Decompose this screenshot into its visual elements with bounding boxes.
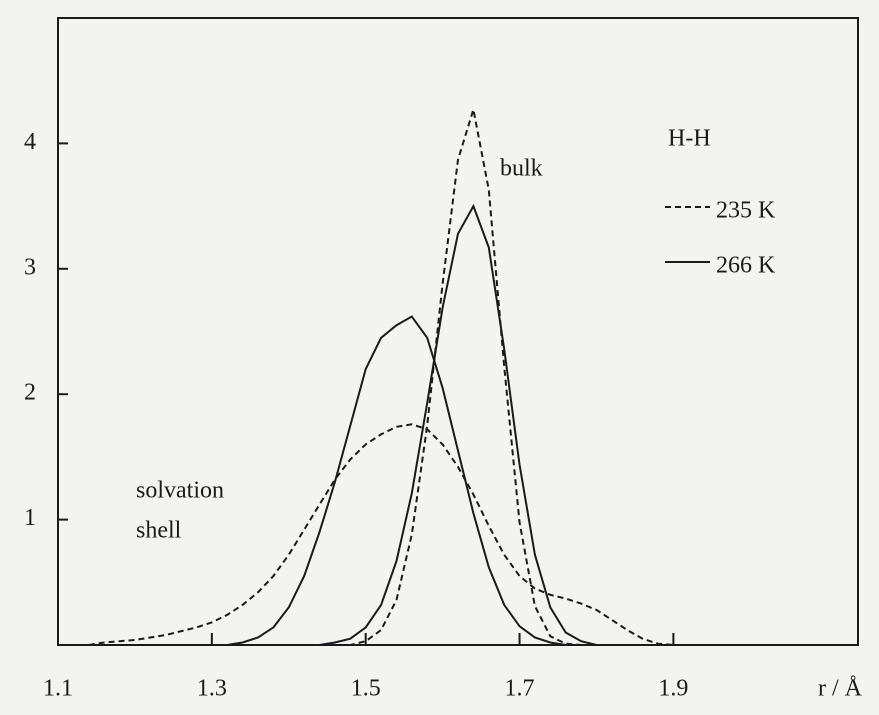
chart-title: H-H <box>668 126 711 152</box>
curve <box>88 423 674 646</box>
x-tick-label: 1.5 <box>351 676 381 702</box>
y-tick-label: 2 <box>24 380 36 406</box>
annotation: solvation <box>136 478 224 504</box>
x-axis-label: r / Å <box>818 676 863 702</box>
y-tick-label: 3 <box>24 254 36 280</box>
y-tick-label: 1 <box>24 505 36 531</box>
annotation: shell <box>136 518 182 544</box>
x-tick-label: 1.9 <box>658 676 688 702</box>
curve <box>88 109 674 646</box>
curve <box>88 315 674 646</box>
x-tick-label: 1.3 <box>197 676 227 702</box>
plot-frame <box>57 17 859 646</box>
legend-label: 235 K <box>716 198 776 224</box>
y-tick-label: 4 <box>24 129 36 155</box>
annotation: bulk <box>500 156 543 182</box>
curve <box>88 203 674 646</box>
legend-label: 266 K <box>716 253 776 279</box>
x-tick-label: 1.1 <box>43 676 73 702</box>
x-tick-label: 1.7 <box>505 676 535 702</box>
